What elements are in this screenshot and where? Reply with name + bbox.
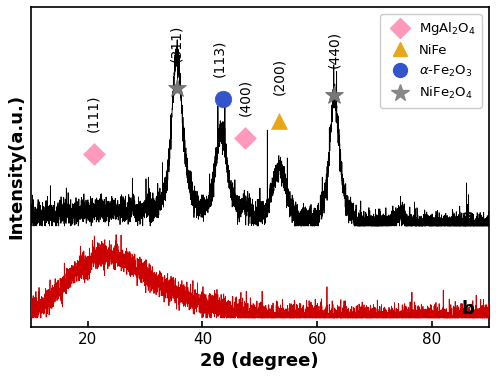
Text: (113): (113) <box>213 40 227 77</box>
Text: a: a <box>463 208 475 226</box>
Legend: MgAl$_2$O$_4$, NiFe, $\alpha$-Fe$_2$O$_3$, NiFe$_2$O$_4$: MgAl$_2$O$_4$, NiFe, $\alpha$-Fe$_2$O$_3… <box>380 14 482 108</box>
Text: (400): (400) <box>239 79 252 116</box>
Y-axis label: Intensity(a.u.): Intensity(a.u.) <box>7 94 25 239</box>
Text: (200): (200) <box>272 57 286 95</box>
Text: (311): (311) <box>170 24 184 62</box>
Text: b: b <box>462 300 475 318</box>
Text: (440): (440) <box>327 31 341 68</box>
X-axis label: 2θ (degree): 2θ (degree) <box>200 352 319 370</box>
Text: (111): (111) <box>86 94 101 132</box>
